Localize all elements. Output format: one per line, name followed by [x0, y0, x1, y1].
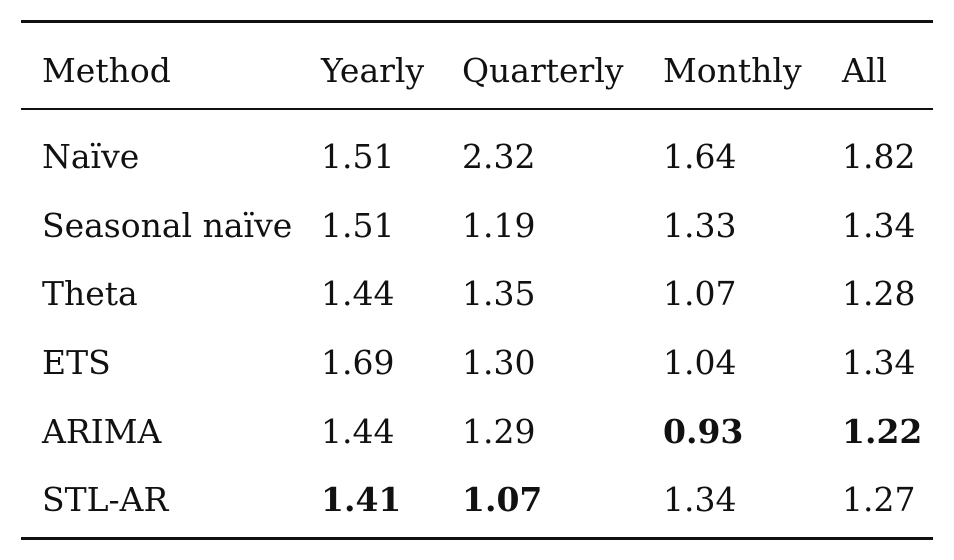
all-cell: 1.28	[842, 274, 916, 313]
header-all: All	[842, 51, 887, 90]
table-row: STL-AR 1.41 1.07 1.34 1.27	[0, 470, 954, 530]
yearly-cell: 1.51	[321, 137, 395, 176]
monthly-cell: 1.04	[663, 343, 737, 382]
top-rule	[21, 20, 933, 23]
monthly-cell: 1.07	[663, 274, 737, 313]
yearly-cell: 1.44	[321, 412, 395, 451]
table-row: Theta 1.44 1.35 1.07 1.28	[0, 264, 954, 324]
yearly-cell: 1.69	[321, 343, 395, 382]
table-row: ARIMA 1.44 1.29 0.93 1.22	[0, 402, 954, 462]
quarterly-cell: 1.30	[462, 343, 536, 382]
method-cell: Theta	[42, 274, 138, 313]
quarterly-cell: 1.19	[462, 206, 536, 245]
all-cell: 1.22	[842, 412, 923, 451]
method-cell: Seasonal naïve	[42, 206, 293, 245]
method-cell: Naïve	[42, 137, 140, 176]
all-cell: 1.82	[842, 137, 916, 176]
method-cell: ARIMA	[42, 412, 162, 451]
yearly-cell: 1.51	[321, 206, 395, 245]
header-rule	[21, 108, 933, 110]
quarterly-cell: 2.32	[462, 137, 536, 176]
quarterly-cell: 1.29	[462, 412, 536, 451]
header-row: Method Yearly Quarterly Monthly All	[0, 41, 954, 101]
monthly-cell: 1.64	[663, 137, 737, 176]
method-cell: STL-AR	[42, 480, 169, 519]
header-monthly: Monthly	[663, 51, 802, 90]
monthly-cell: 0.93	[663, 412, 744, 451]
quarterly-cell: 1.07	[462, 480, 543, 519]
header-method: Method	[42, 51, 171, 90]
yearly-cell: 1.44	[321, 274, 395, 313]
all-cell: 1.34	[842, 343, 916, 382]
header-yearly: Yearly	[321, 51, 425, 90]
table-row: ETS 1.69 1.30 1.04 1.34	[0, 333, 954, 393]
all-cell: 1.34	[842, 206, 916, 245]
header-quarterly: Quarterly	[462, 51, 624, 90]
monthly-cell: 1.34	[663, 480, 737, 519]
method-cell: ETS	[42, 343, 111, 382]
all-cell: 1.27	[842, 480, 916, 519]
yearly-cell: 1.41	[321, 480, 402, 519]
bottom-rule	[21, 537, 933, 540]
monthly-cell: 1.33	[663, 206, 737, 245]
table-row: Naïve 1.51 2.32 1.64 1.82	[0, 127, 954, 187]
quarterly-cell: 1.35	[462, 274, 536, 313]
table-row: Seasonal naïve 1.51 1.19 1.33 1.34	[0, 196, 954, 256]
